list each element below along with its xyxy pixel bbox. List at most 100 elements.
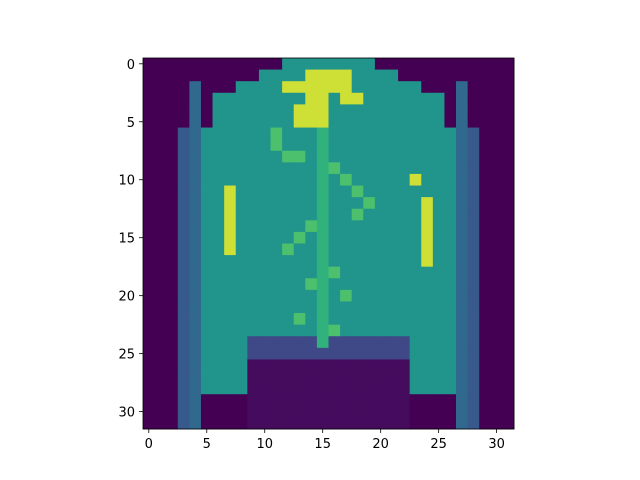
heatmap-cell	[421, 347, 434, 360]
heatmap-cell	[328, 173, 341, 186]
heatmap-cell	[305, 92, 318, 105]
heatmap-cell	[200, 197, 213, 210]
heatmap-cell	[293, 243, 306, 256]
heatmap-cell	[374, 104, 387, 117]
heatmap-cell	[212, 115, 225, 128]
heatmap-cell	[177, 162, 190, 175]
heatmap-cell	[177, 371, 190, 384]
heatmap-cell	[340, 58, 353, 70]
heatmap-cell	[421, 208, 434, 221]
heatmap-cell	[363, 220, 376, 233]
heatmap-cell	[200, 289, 213, 302]
heatmap-cell	[432, 278, 445, 291]
heatmap-cell	[386, 266, 399, 279]
heatmap-cell	[340, 301, 353, 314]
heatmap-cell	[224, 278, 237, 291]
heatmap-cell	[490, 301, 503, 314]
heatmap-cell	[340, 359, 353, 372]
heatmap-cell	[247, 266, 260, 279]
heatmap-cell	[316, 150, 329, 163]
heatmap-cell	[374, 313, 387, 326]
heatmap-cell	[258, 150, 271, 163]
heatmap-cell	[421, 313, 434, 326]
heatmap-cell	[316, 336, 329, 349]
heatmap-cell	[351, 278, 364, 291]
heatmap-cell	[305, 173, 318, 186]
heatmap-cell	[212, 266, 225, 279]
heatmap-cell	[258, 208, 271, 221]
heatmap-cell	[224, 289, 237, 302]
heatmap-cell	[189, 301, 202, 314]
heatmap-cell	[189, 58, 202, 70]
heatmap-cell	[340, 324, 353, 337]
heatmap-cell	[154, 382, 167, 395]
heatmap-cell	[166, 382, 179, 395]
heatmap-cell	[351, 255, 364, 268]
heatmap-cell	[328, 382, 341, 395]
heatmap-cell	[351, 289, 364, 302]
heatmap-cell	[235, 405, 248, 418]
heatmap-cell	[467, 313, 480, 326]
heatmap-cell	[258, 301, 271, 314]
heatmap-cell	[340, 81, 353, 94]
heatmap-cell	[282, 231, 295, 244]
heatmap-cell	[247, 231, 260, 244]
heatmap-cell	[177, 69, 190, 82]
heatmap-cell	[444, 405, 457, 418]
heatmap-cell	[177, 278, 190, 291]
heatmap-cell	[282, 58, 295, 70]
heatmap-cell	[328, 104, 341, 117]
heatmap-cell	[189, 278, 202, 291]
heatmap-cell	[200, 231, 213, 244]
heatmap-cell	[143, 324, 155, 337]
heatmap-cell	[258, 324, 271, 337]
heatmap-cell	[282, 115, 295, 128]
heatmap-cell	[502, 278, 515, 291]
heatmap-cell	[224, 243, 237, 256]
heatmap-cell	[432, 58, 445, 70]
heatmap-cell	[421, 115, 434, 128]
heatmap-cell	[247, 139, 260, 152]
heatmap-cell	[456, 150, 469, 163]
heatmap-cell	[490, 359, 503, 372]
heatmap-cell	[212, 394, 225, 407]
heatmap-cell	[200, 417, 213, 430]
heatmap-cell	[177, 382, 190, 395]
heatmap-cell	[456, 69, 469, 82]
heatmap-cell	[409, 289, 422, 302]
heatmap-cell	[200, 185, 213, 198]
heatmap-cell	[258, 278, 271, 291]
heatmap-cell	[270, 92, 283, 105]
heatmap-cell	[432, 289, 445, 302]
heatmap-cell	[166, 139, 179, 152]
heatmap-cell	[270, 347, 283, 360]
heatmap-cell	[177, 115, 190, 128]
heatmap-cell	[143, 266, 155, 279]
heatmap-cell	[444, 58, 457, 70]
heatmap-cell	[456, 185, 469, 198]
heatmap-cell	[166, 359, 179, 372]
heatmap-cell	[328, 220, 341, 233]
heatmap-cell	[502, 301, 515, 314]
heatmap-cell	[270, 301, 283, 314]
heatmap-cell	[340, 243, 353, 256]
heatmap-cell	[166, 58, 179, 70]
heatmap-cell	[363, 324, 376, 337]
heatmap-cell	[502, 313, 515, 326]
heatmap-cell	[212, 417, 225, 430]
heatmap-cell	[340, 139, 353, 152]
heatmap-cell	[166, 104, 179, 117]
heatmap-cell	[282, 197, 295, 210]
heatmap-cell	[177, 417, 190, 430]
heatmap-cell	[235, 266, 248, 279]
heatmap-cell	[456, 313, 469, 326]
heatmap-cell	[189, 69, 202, 82]
heatmap-cell	[467, 289, 480, 302]
heatmap-cell	[386, 324, 399, 337]
heatmap-cell	[305, 371, 318, 384]
heatmap-cell	[421, 197, 434, 210]
heatmap-cell	[293, 313, 306, 326]
heatmap-cell	[258, 405, 271, 418]
heatmap-cell	[328, 243, 341, 256]
heatmap-cell	[502, 115, 515, 128]
